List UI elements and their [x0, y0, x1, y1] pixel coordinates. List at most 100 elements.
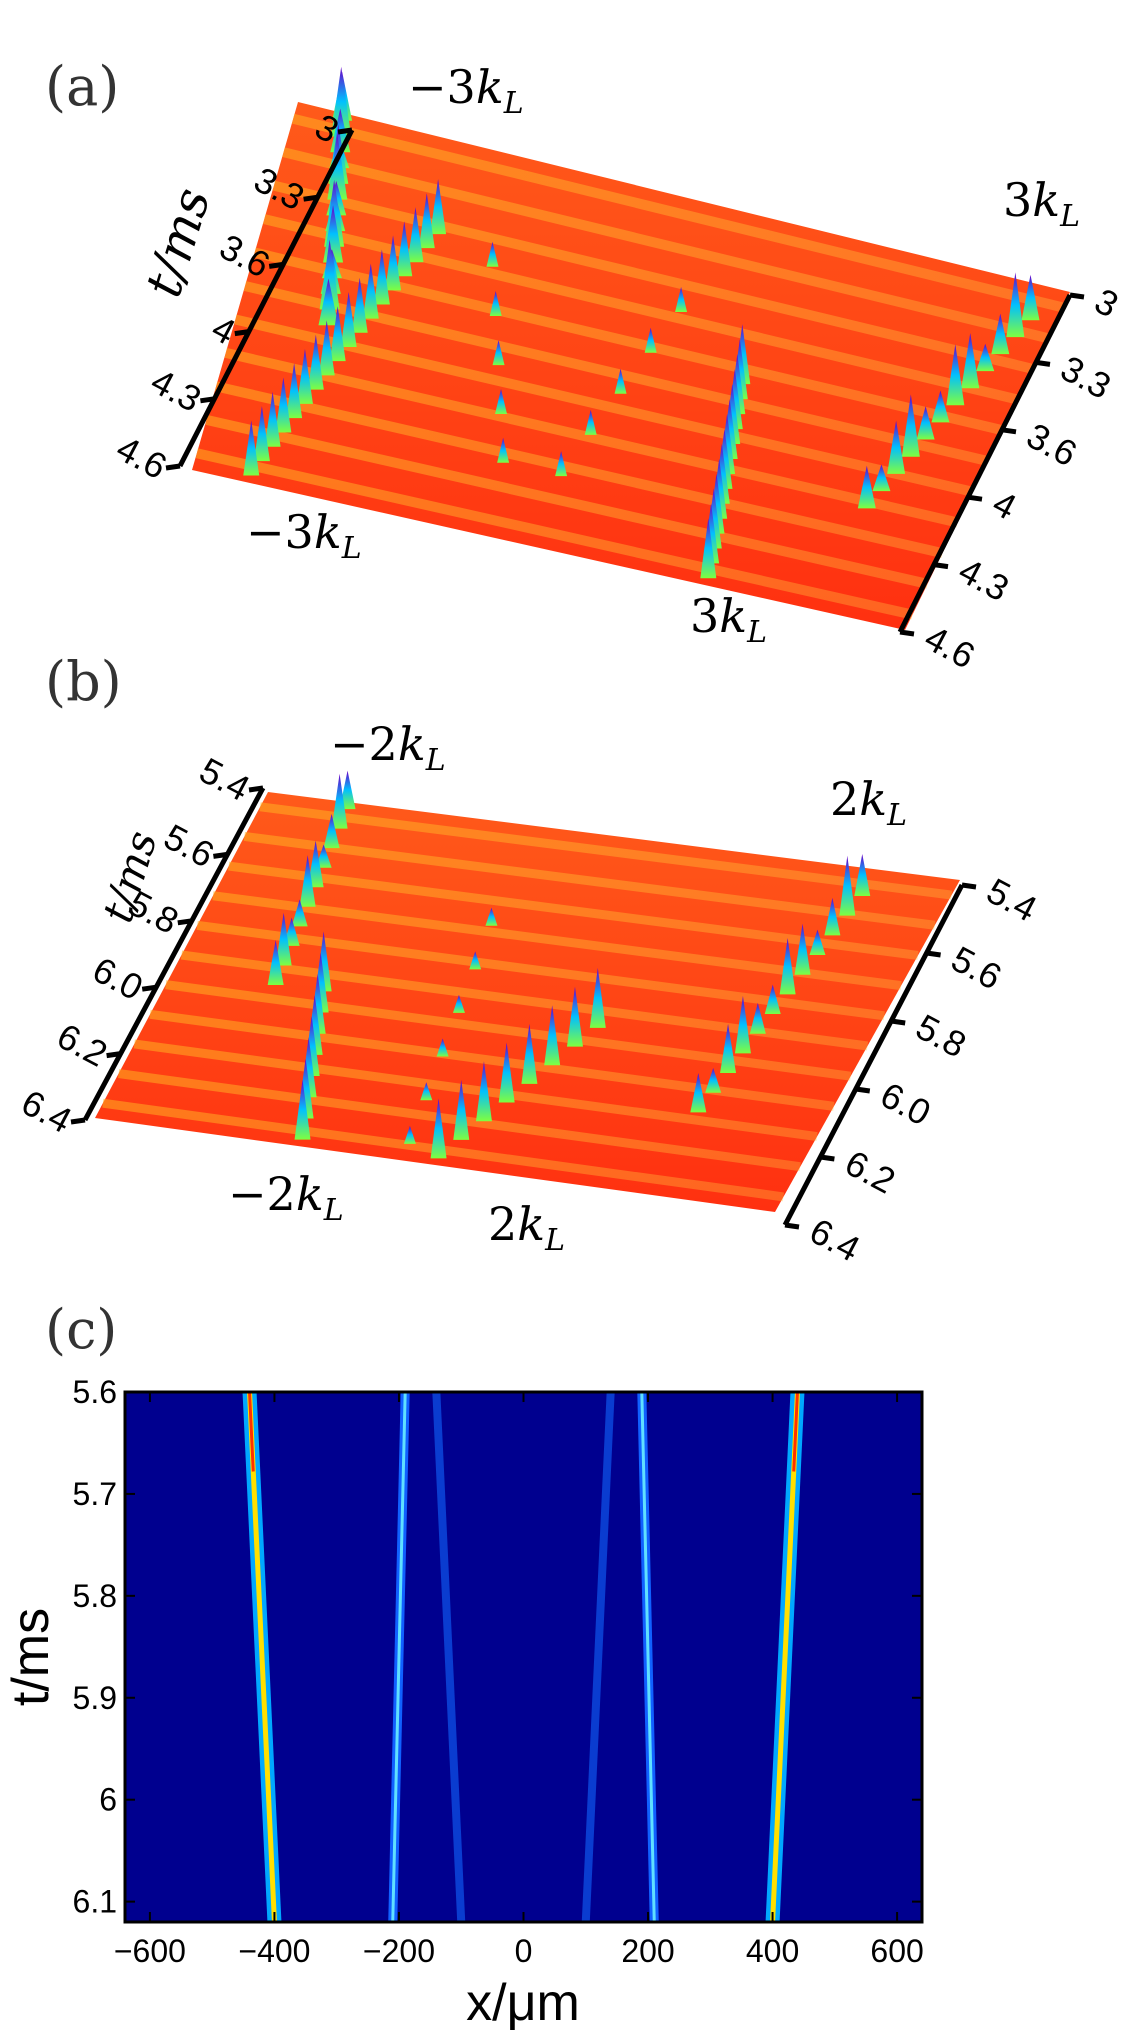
axis-tick	[106, 1051, 121, 1059]
surface-stripe	[195, 448, 914, 620]
surface-peak	[584, 409, 597, 435]
surface-peak	[589, 967, 606, 1028]
surface-peak	[809, 929, 826, 956]
axis-tick-label: 5.4	[980, 870, 1043, 930]
surface-peak	[453, 1079, 470, 1140]
surface-stripe	[259, 802, 953, 900]
surface-stripe	[263, 214, 1019, 405]
heatmap-trace-peak	[248, 1391, 255, 1472]
surface-peak	[275, 377, 292, 433]
axis-tick	[337, 127, 353, 135]
panel-b-peak-label-top-left: −2kL	[330, 717, 446, 778]
axis-tick	[213, 851, 228, 859]
surface-peak	[436, 1038, 449, 1057]
surface-peak	[854, 853, 871, 896]
axis-tick-label: 6.2	[839, 1142, 902, 1202]
surface-peak	[824, 897, 841, 936]
heatmap-trace	[247, 1391, 277, 1923]
surface-peak	[1006, 272, 1025, 338]
axis-tick-label: 6.2	[51, 1015, 114, 1075]
axis-tick	[820, 1154, 835, 1162]
surface-peak	[521, 1023, 538, 1084]
surface-peak	[498, 1042, 515, 1103]
heatmap-trace-peak	[792, 1391, 799, 1472]
panel-a-right-axis	[897, 293, 1073, 634]
panel-a-left-axis	[177, 128, 355, 468]
surface-peak	[749, 1002, 766, 1034]
surface-stripe	[214, 381, 944, 559]
surface-peak	[264, 391, 281, 447]
axis-tick	[933, 562, 949, 570]
surface-peak	[887, 420, 906, 474]
axis-tick	[234, 329, 250, 337]
axis-tick-label: 3.6	[1020, 415, 1083, 475]
axis-tick	[268, 261, 284, 269]
axis-tick-label: 6.4	[15, 1081, 78, 1141]
surface-peak	[307, 334, 324, 390]
surface-peak	[555, 451, 568, 477]
axis-tick-label: 6.0	[874, 1074, 937, 1134]
axis-tick	[165, 463, 181, 471]
x-tick-label: 200	[621, 1933, 674, 1969]
heatmap-trace	[640, 1391, 656, 1923]
panel-c-plot-area	[125, 1392, 922, 1922]
panel-c-y-axis-title: t/ms	[2, 1608, 60, 1706]
surface-peak	[385, 235, 402, 291]
surface-peak	[916, 406, 935, 440]
surface-peak	[720, 1023, 737, 1074]
surface-peak	[373, 249, 390, 305]
y-tick-label: 5.9	[73, 1680, 117, 1716]
axis-tick-label: 6.4	[803, 1210, 866, 1270]
surface-peak	[734, 995, 751, 1054]
surface-peak	[452, 994, 465, 1013]
surface-stripe	[243, 831, 936, 930]
x-tick-label: −600	[114, 1933, 186, 1969]
surface-peak	[283, 917, 300, 946]
surface-peak	[267, 939, 284, 985]
surface-peak	[253, 406, 270, 462]
axis-tick-label: 4.6	[110, 427, 173, 487]
surface-peak	[486, 241, 499, 267]
axis-tick	[967, 494, 983, 502]
surface-peak	[318, 320, 335, 376]
x-tick-label: −200	[363, 1933, 435, 1969]
axis-tick	[961, 882, 977, 890]
axis-tick-label: 5.6	[945, 938, 1008, 998]
surface-stripe	[234, 314, 974, 497]
panel-b-left-axis	[82, 786, 266, 1122]
axis-tick-label: 3.3	[1054, 347, 1117, 407]
surface-peak	[296, 348, 313, 404]
surface-peak	[329, 306, 346, 362]
axis-tick	[890, 1018, 906, 1026]
surface-peak	[318, 278, 339, 326]
surface-peak	[323, 205, 344, 263]
surface-peak	[961, 333, 980, 389]
surface-peak	[839, 855, 856, 916]
panel-b-label: (b)	[45, 650, 122, 713]
surface-peak	[644, 327, 657, 353]
surface-peak	[614, 368, 627, 394]
x-tick-label: 400	[746, 1933, 799, 1969]
panel-b-peak-label-bottom-right: 2kL	[488, 1197, 565, 1258]
surface-peak	[420, 1082, 433, 1101]
surface-stripe	[224, 348, 959, 528]
panel-b-peak-label-top-right: 2kL	[830, 772, 907, 833]
x-tick-label: 0	[515, 1933, 533, 1969]
panel-a-peak-label-bottom-left: −3kL	[246, 505, 362, 566]
surface-peak	[946, 344, 965, 406]
panel-c-x-ticks: −600 −400 −200 0 200 400 600	[114, 1392, 924, 1969]
surface-stripe	[272, 180, 1034, 374]
surface-stripe	[165, 980, 852, 1081]
panel-a-peak-label-bottom-right: 3kL	[690, 589, 767, 650]
surface-peak	[331, 773, 348, 829]
y-tick-label: 5.6	[73, 1374, 117, 1410]
y-tick-label: 5.7	[73, 1476, 117, 1512]
axis-tick	[855, 1086, 871, 1094]
heatmap-trace	[770, 1391, 800, 1923]
surface-peak	[872, 464, 891, 492]
panel-b-stripes	[102, 802, 953, 1202]
surface-peak	[495, 389, 508, 415]
surface-peak	[485, 907, 498, 926]
surface-peak	[291, 899, 308, 927]
